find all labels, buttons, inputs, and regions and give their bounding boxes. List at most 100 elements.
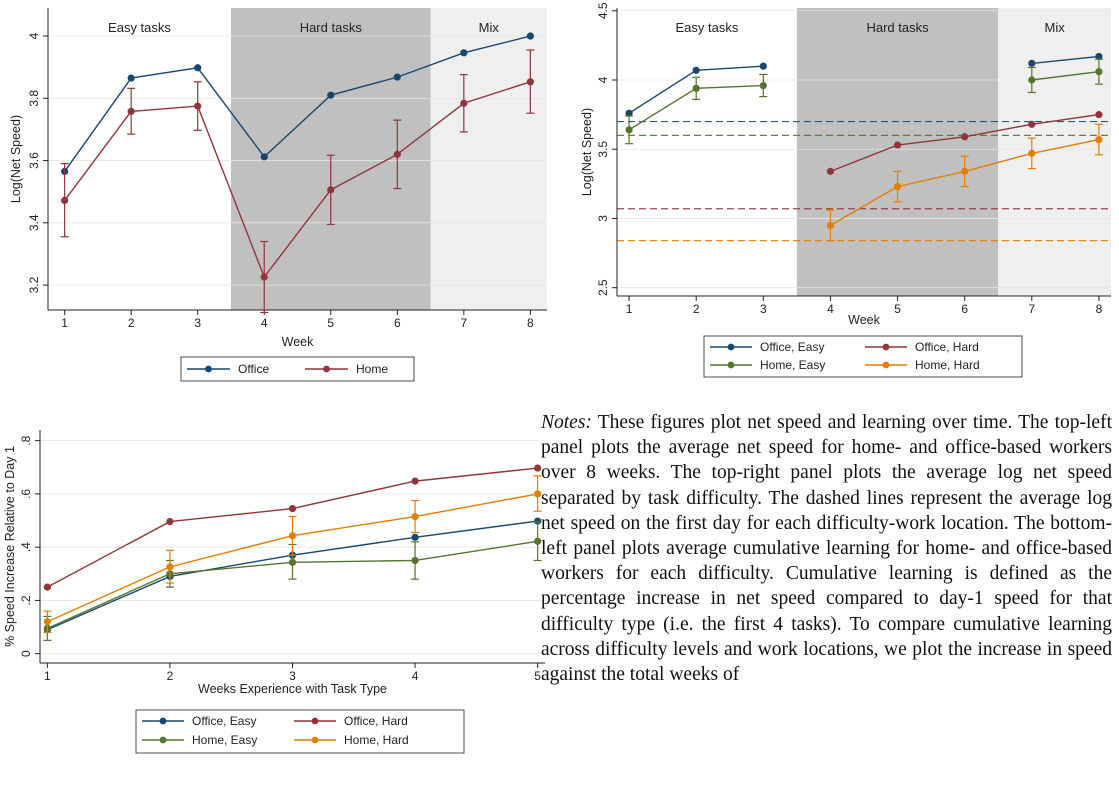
y-axis-title: Log(Net Speed) <box>9 115 23 203</box>
legend-marker <box>727 343 735 351</box>
y-tick-label: .8 <box>19 435 33 445</box>
data-point <box>1095 135 1103 144</box>
data-point <box>411 512 419 521</box>
x-tick-label: 5 <box>327 316 334 330</box>
series-office <box>61 32 534 176</box>
legend: Office, Easy Office, Hard Home, Easy Home, … <box>703 335 1023 378</box>
y-tick-label: 4 <box>27 32 41 39</box>
y-tick-label: .6 <box>19 489 33 499</box>
legend-label: Office, Easy <box>760 340 824 354</box>
legend-marker <box>323 365 330 373</box>
data-point <box>893 141 902 149</box>
y-tick-label: 3.2 <box>27 276 41 293</box>
legend-marker <box>882 343 890 351</box>
x-tick-label: 8 <box>527 316 534 330</box>
data-point <box>1028 76 1036 84</box>
region-mix <box>998 8 1111 296</box>
data-point <box>127 74 135 82</box>
y-tick-label: 0 <box>19 650 33 657</box>
y-tick-label: 3.6 <box>27 152 41 169</box>
x-axis-title: Week <box>848 313 880 327</box>
y-tick-label: 2.5 <box>596 279 610 296</box>
series-home <box>60 49 535 314</box>
data-point <box>127 107 135 115</box>
x-tick-label: 1 <box>44 669 51 683</box>
legend-marker <box>205 365 212 373</box>
legend-label: Office, Hard <box>915 340 979 354</box>
data-point <box>194 102 202 110</box>
data-point <box>526 32 534 40</box>
notes-text: These figures plot net speed and learnin… <box>541 412 1112 686</box>
region-easy-tasks <box>48 8 231 310</box>
data-point <box>327 186 335 194</box>
data-point <box>534 517 542 525</box>
data-point <box>260 153 268 161</box>
legend-marker <box>311 717 319 725</box>
series-line-office <box>64 35 531 172</box>
x-tick-label: 3 <box>289 669 296 683</box>
region-label-mix: Mix <box>1045 20 1066 35</box>
legend-marker <box>311 736 319 744</box>
legend-box <box>135 709 465 754</box>
figure-notes: Notes: These figures plot net speed and … <box>541 410 1112 808</box>
legend-item-home-easy: Home, Easy <box>710 358 825 372</box>
legend-item-office-hard: Office, Hard <box>865 340 979 354</box>
legend-marker <box>727 361 735 369</box>
data-point <box>692 84 700 92</box>
data-point <box>826 221 835 229</box>
data-point <box>288 532 297 540</box>
x-tick-label: 3 <box>760 302 767 316</box>
data-point <box>411 533 419 541</box>
x-tick-label: 4 <box>261 316 268 330</box>
x-tick-label: 2 <box>167 669 174 683</box>
y-axis-title: Log(Net Speed) <box>580 108 594 196</box>
y-tick-label: 4 <box>596 76 610 83</box>
data-point <box>1028 120 1036 128</box>
data-point <box>1028 149 1036 157</box>
data-point <box>826 167 835 175</box>
data-point <box>759 81 767 90</box>
data-point <box>327 91 335 99</box>
region-easy-tasks <box>617 8 797 296</box>
data-point <box>692 66 700 74</box>
data-point <box>393 150 401 158</box>
legend-item-home-hard: Home, Hard <box>294 733 409 747</box>
series-home-easy <box>43 521 542 641</box>
legend-item-office-easy: Office, Easy <box>142 714 256 728</box>
series-home-hard <box>826 123 1103 242</box>
series-office-easy <box>625 52 1103 117</box>
series-home-easy <box>625 58 1103 145</box>
data-point <box>166 518 174 526</box>
legend-label: Home, Hard <box>344 733 409 747</box>
y-tick-label: .2 <box>19 595 33 605</box>
legend-label: Home, Easy <box>192 733 257 747</box>
series-line-home <box>64 81 531 279</box>
legend-marker <box>882 361 890 369</box>
legend-label: Home, Easy <box>760 358 825 372</box>
x-tick-label: 6 <box>961 302 968 316</box>
y-tick-label: .4 <box>19 542 33 552</box>
x-tick-label: 2 <box>128 316 135 330</box>
data-point <box>1028 59 1036 67</box>
data-point <box>260 273 268 281</box>
y-tick-label: 3.8 <box>27 90 41 107</box>
data-point <box>411 556 419 565</box>
data-point <box>411 477 419 485</box>
data-point <box>759 62 767 70</box>
x-tick-label: 4 <box>827 302 834 316</box>
legend-label: Office, Hard <box>344 714 408 728</box>
series-office-hard <box>43 464 542 591</box>
data-point <box>1095 68 1103 76</box>
data-point <box>893 183 902 191</box>
data-point <box>534 464 542 472</box>
legend-label: Home, Hard <box>915 358 980 372</box>
x-axis-title: Week <box>282 335 314 349</box>
x-tick-label: 5 <box>534 669 541 683</box>
legend-box <box>703 335 1023 378</box>
region-label-mix: Mix <box>479 20 500 35</box>
data-point <box>61 196 69 205</box>
region-label-hard-tasks: Hard tasks <box>300 20 363 35</box>
x-tick-label: 8 <box>1096 302 1103 316</box>
y-tick-label: 4.5 <box>596 2 610 19</box>
series-home-hard <box>43 475 542 633</box>
